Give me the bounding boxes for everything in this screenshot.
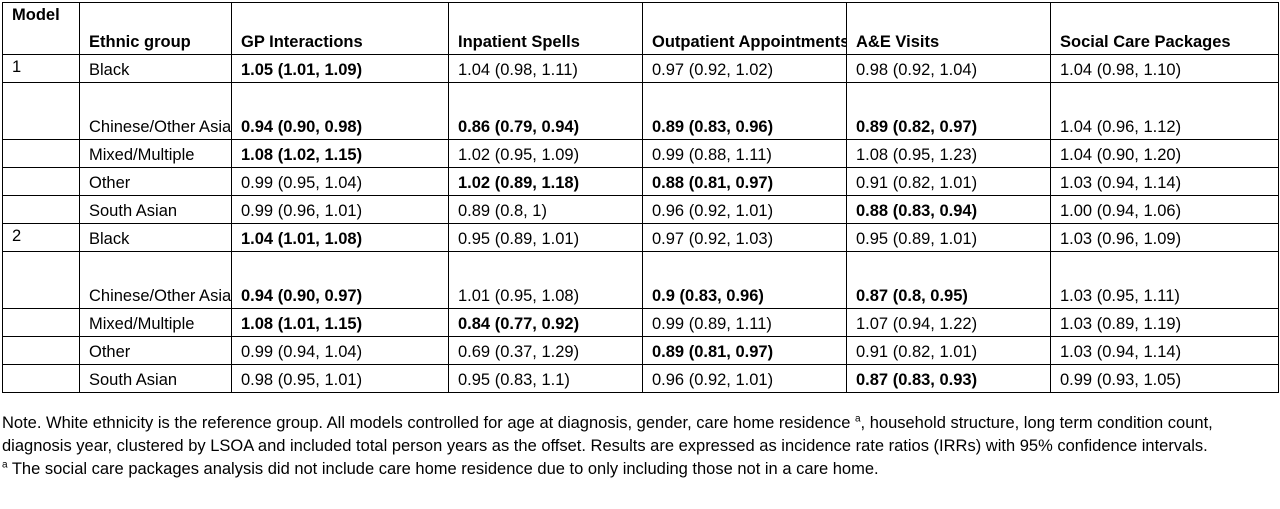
header-ethnic-group: Ethnic group [79, 2, 232, 55]
table-row: Other 0.99 (0.95, 1.04) 1.02 (0.89, 1.18) 0… [2, 167, 1279, 196]
header-social-care-packages: Social Care Packages [1050, 2, 1279, 55]
irr-value-cell: 0.88 (0.81, 0.97) [642, 167, 847, 196]
header-outpatient-appointments: Outpatient Appointments [642, 2, 847, 55]
model-cell [2, 167, 80, 196]
irr-value-cell: 0.97 (0.92, 1.02) [642, 54, 847, 83]
irr-value-cell: 0.99 (0.95, 1.04) [231, 167, 449, 196]
ethnic-group-cell: South Asian [79, 364, 232, 393]
model-cell [2, 139, 80, 168]
irr-value-cell: 0.9 (0.83, 0.96) [642, 251, 847, 309]
irr-value-cell: 0.99 (0.93, 1.05) [1050, 364, 1279, 393]
irr-value-cell: 0.91 (0.82, 1.01) [846, 336, 1051, 365]
irr-value-cell: 0.86 (0.79, 0.94) [448, 82, 643, 140]
model-cell: 2 [2, 223, 80, 252]
header-inpatient-spells: Inpatient Spells [448, 2, 643, 55]
ethnic-group-cell: Chinese/Other Asian [79, 82, 232, 140]
irr-value-cell: 0.89 (0.82, 0.97) [846, 82, 1051, 140]
irr-value-cell: 1.03 (0.94, 1.14) [1050, 336, 1279, 365]
irr-value-cell: 1.03 (0.96, 1.09) [1050, 223, 1279, 252]
table-row: Chinese/Other Asian 0.94 (0.90, 0.97) 1.01… [2, 251, 1279, 309]
note-social-care-text: The social care packages analysis did no… [7, 460, 879, 478]
irr-value-cell: 1.07 (0.94, 1.22) [846, 308, 1051, 337]
irr-value-cell: 1.04 (1.01, 1.08) [231, 223, 449, 252]
irr-value-cell: 0.96 (0.92, 1.01) [642, 195, 847, 224]
irr-value-cell: 0.84 (0.77, 0.92) [448, 308, 643, 337]
irr-value-cell: 0.97 (0.92, 1.03) [642, 223, 847, 252]
model-cell [2, 195, 80, 224]
irr-value-cell: 1.04 (0.98, 1.10) [1050, 54, 1279, 83]
header-model: Model [2, 2, 80, 55]
irr-value-cell: 0.91 (0.82, 1.01) [846, 167, 1051, 196]
header-ae-visits: A&E Visits [846, 2, 1051, 55]
ethnic-group-cell: Mixed/Multiple [79, 139, 232, 168]
irr-value-cell: 0.69 (0.37, 1.29) [448, 336, 643, 365]
model-cell [2, 308, 80, 337]
table-header-row: Model Ethnic group GP Interactions Inpat… [2, 2, 1279, 55]
irr-value-cell: 0.95 (0.89, 1.01) [846, 223, 1051, 252]
table-notes: Note. White ethnicity is the reference g… [2, 412, 1278, 481]
table-row: Mixed/Multiple 1.08 (1.01, 1.15) 0.84 (0.7… [2, 308, 1279, 337]
irr-value-cell: 1.03 (0.95, 1.11) [1050, 251, 1279, 309]
irr-value-cell: 1.05 (1.01, 1.09) [231, 54, 449, 83]
table-row: Chinese/Other Asian 0.94 (0.90, 0.98) 0.86… [2, 82, 1279, 140]
table-row: 2 Black 1.04 (1.01, 1.08) 0.95 (0.89, 1.01)… [2, 223, 1279, 252]
ethnic-group-cell: Other [79, 336, 232, 365]
irr-value-cell: 0.94 (0.90, 0.98) [231, 82, 449, 140]
table-row: South Asian 0.98 (0.95, 1.01) 0.95 (0.83, … [2, 364, 1279, 393]
model-cell [2, 82, 80, 140]
model-cell: 1 [2, 54, 80, 83]
irr-value-cell: 0.89 (0.83, 0.96) [642, 82, 847, 140]
irr-value-cell: 1.03 (0.94, 1.14) [1050, 167, 1279, 196]
note-social-care: a The social care packages analysis did … [2, 458, 1278, 481]
irr-value-cell: 0.96 (0.92, 1.01) [642, 364, 847, 393]
irr-value-cell: 0.95 (0.89, 1.01) [448, 223, 643, 252]
note-text-part1: Note. White ethnicity is the reference g… [2, 414, 855, 432]
irr-value-cell: 0.89 (0.8, 1) [448, 195, 643, 224]
irr-value-cell: 0.89 (0.81, 0.97) [642, 336, 847, 365]
irr-value-cell: 0.87 (0.83, 0.93) [846, 364, 1051, 393]
ethnic-group-cell: South Asian [79, 195, 232, 224]
ethnic-group-cell: Other [79, 167, 232, 196]
table-row: Other 0.99 (0.94, 1.04) 0.69 (0.37, 1.29) 0… [2, 336, 1279, 365]
note-reference-group: Note. White ethnicity is the reference g… [2, 412, 1278, 458]
note-superscript: a [854, 413, 861, 425]
irr-value-cell: 0.95 (0.83, 1.1) [448, 364, 643, 393]
irr-value-cell: 1.04 (0.96, 1.12) [1050, 82, 1279, 140]
ethnic-group-cell: Mixed/Multiple [79, 308, 232, 337]
irr-value-cell: 0.99 (0.88, 1.11) [642, 139, 847, 168]
irr-value-cell: 0.99 (0.96, 1.01) [231, 195, 449, 224]
irr-value-cell: 1.00 (0.94, 1.06) [1050, 195, 1279, 224]
note-superscript: a [2, 459, 8, 471]
table-row: 1 Black 1.05 (1.01, 1.09) 1.04 (0.98, 1.11)… [2, 54, 1279, 83]
irr-value-cell: 1.02 (0.89, 1.18) [448, 167, 643, 196]
ethnic-group-cell: Black [79, 54, 232, 83]
irr-value-cell: 1.08 (1.01, 1.15) [231, 308, 449, 337]
irr-value-cell: 1.08 (0.95, 1.23) [846, 139, 1051, 168]
irr-value-cell: 1.08 (1.02, 1.15) [231, 139, 449, 168]
irr-value-cell: 1.02 (0.95, 1.09) [448, 139, 643, 168]
irr-value-cell: 1.04 (0.98, 1.11) [448, 54, 643, 83]
irr-value-cell: 0.88 (0.83, 0.94) [846, 195, 1051, 224]
ethnic-group-cell: Chinese/Other Asian [79, 251, 232, 309]
irr-value-cell: 1.01 (0.95, 1.08) [448, 251, 643, 309]
irr-value-cell: 0.87 (0.8, 0.95) [846, 251, 1051, 309]
irr-value-cell: 1.03 (0.89, 1.19) [1050, 308, 1279, 337]
irr-value-cell: 0.99 (0.94, 1.04) [231, 336, 449, 365]
irr-value-cell: 0.98 (0.92, 1.04) [846, 54, 1051, 83]
note-text-part2: , household structure, long term conditi… [2, 414, 1213, 455]
table-row: Mixed/Multiple 1.08 (1.02, 1.15) 1.02 (0.9… [2, 139, 1279, 168]
ethnic-group-cell: Black [79, 223, 232, 252]
irr-value-cell: 0.98 (0.95, 1.01) [231, 364, 449, 393]
model-cell [2, 251, 80, 309]
model-cell [2, 364, 80, 393]
irr-value-cell: 1.04 (0.90, 1.20) [1050, 139, 1279, 168]
model-cell [2, 336, 80, 365]
irr-value-cell: 0.99 (0.89, 1.11) [642, 308, 847, 337]
table-body: 1 Black 1.05 (1.01, 1.09) 1.04 (0.98, 1.11)… [2, 54, 1279, 393]
table-row: South Asian 0.99 (0.96, 1.01) 0.89 (0.8, 1… [2, 195, 1279, 224]
header-gp-interactions: GP Interactions [231, 2, 449, 55]
irr-table: Model Ethnic group GP Interactions Inpat… [2, 2, 1279, 393]
irr-value-cell: 0.94 (0.90, 0.97) [231, 251, 449, 309]
